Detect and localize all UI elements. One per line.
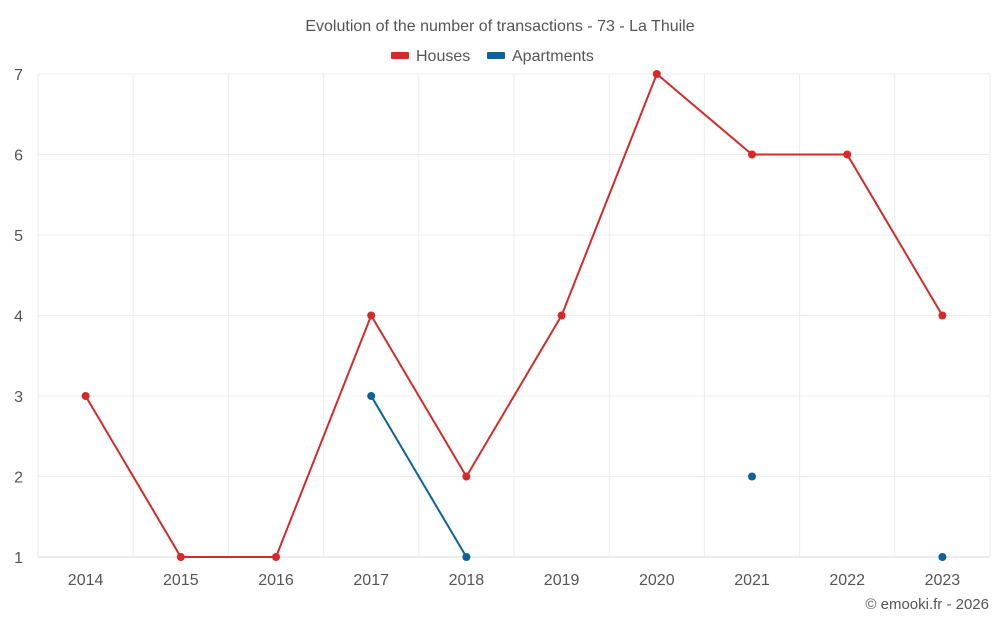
y-tick-label: 3 bbox=[14, 389, 23, 406]
data-point-houses[interactable] bbox=[748, 150, 756, 159]
legend-item-apartments[interactable]: Apartments bbox=[487, 48, 594, 65]
x-tick-label: 2021 bbox=[734, 572, 770, 589]
data-point-apartments[interactable] bbox=[462, 553, 471, 561]
x-tick-label: 2018 bbox=[449, 572, 485, 589]
x-tick-label: 2022 bbox=[829, 572, 865, 589]
x-tick-label: 2015 bbox=[163, 572, 199, 589]
legend-item-houses[interactable]: Houses bbox=[391, 48, 470, 65]
series-line-houses bbox=[84, 73, 944, 558]
y-tick-label: 6 bbox=[14, 148, 23, 165]
data-point-apartments[interactable] bbox=[938, 553, 947, 561]
y-tick-label: 7 bbox=[14, 67, 23, 84]
data-point-houses[interactable] bbox=[272, 553, 280, 561]
series-houses bbox=[81, 70, 947, 561]
y-tick-label: 2 bbox=[14, 470, 23, 487]
legend-label-houses: Houses bbox=[416, 48, 470, 65]
data-point-houses[interactable] bbox=[176, 553, 185, 561]
legend-label-apartments: Apartments bbox=[512, 48, 594, 65]
x-axis-ticks: 2014 2015 2016 2017 2018 2019 2020 2021 2022 2023 bbox=[68, 572, 960, 589]
y-tick-label: 5 bbox=[14, 228, 23, 245]
grid bbox=[37, 73, 991, 558]
credit: © emooki.fr - 2026 bbox=[865, 596, 989, 613]
data-point-houses[interactable] bbox=[652, 70, 661, 78]
data-point-houses[interactable] bbox=[462, 472, 471, 481]
x-tick-label: 2017 bbox=[353, 572, 389, 589]
series-group bbox=[81, 70, 947, 561]
x-tick-label: 2023 bbox=[925, 572, 961, 589]
legend-swatch-houses bbox=[391, 52, 409, 59]
chart-title: Evolution of the number of transactions … bbox=[305, 18, 694, 35]
legend-swatch-apartments bbox=[487, 52, 505, 59]
x-tick-label: 2020 bbox=[639, 572, 675, 589]
y-axis-ticks: 1 2 3 4 5 6 7 bbox=[14, 67, 23, 567]
data-point-houses[interactable] bbox=[81, 392, 90, 400]
data-point-houses[interactable] bbox=[367, 311, 376, 320]
series-apartments bbox=[367, 392, 947, 561]
series-line-apartments bbox=[370, 395, 468, 558]
y-tick-label: 1 bbox=[14, 550, 23, 567]
data-point-houses[interactable] bbox=[557, 311, 566, 320]
data-point-apartments[interactable] bbox=[748, 472, 756, 481]
x-tick-label: 2019 bbox=[544, 572, 580, 589]
data-point-apartments[interactable] bbox=[367, 392, 376, 400]
legend: Houses Apartments bbox=[391, 48, 594, 65]
y-tick-label: 4 bbox=[14, 309, 23, 326]
data-point-houses[interactable] bbox=[843, 150, 852, 159]
x-tick-label: 2014 bbox=[68, 572, 104, 589]
data-point-houses[interactable] bbox=[938, 311, 947, 320]
x-tick-label: 2016 bbox=[258, 572, 294, 589]
